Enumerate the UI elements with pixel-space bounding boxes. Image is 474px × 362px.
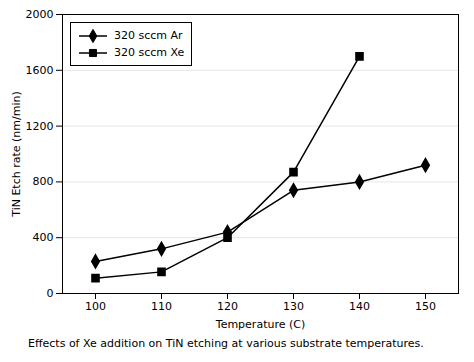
svg-text:1200: 1200 — [26, 120, 54, 133]
svg-text:130: 130 — [283, 300, 304, 313]
html-text:Effects of Xe addition on TiN: Effects of Xe addition on TiN etching at… — [28, 337, 424, 350]
svg-text:1600: 1600 — [26, 64, 54, 77]
html-text:320 sccm Xe: 320 sccm Xe — [114, 46, 185, 59]
svg-text:800: 800 — [33, 175, 54, 188]
svg-text:140: 140 — [349, 300, 370, 313]
html-text:320 sccm Ar: 320 sccm Ar — [114, 29, 183, 42]
svg-text:150: 150 — [415, 300, 436, 313]
svg-text:0: 0 — [47, 287, 54, 300]
svg-text:TiN Etch rate (nm/min): TiN Etch rate (nm/min) — [10, 91, 23, 218]
svg-text:400: 400 — [33, 231, 54, 244]
svg-text:100: 100 — [85, 300, 106, 313]
svg-text:Temperature (C): Temperature (C) — [215, 318, 305, 331]
svg-text:120: 120 — [217, 300, 238, 313]
svg-text:110: 110 — [151, 300, 172, 313]
svg-text:2000: 2000 — [26, 8, 54, 21]
